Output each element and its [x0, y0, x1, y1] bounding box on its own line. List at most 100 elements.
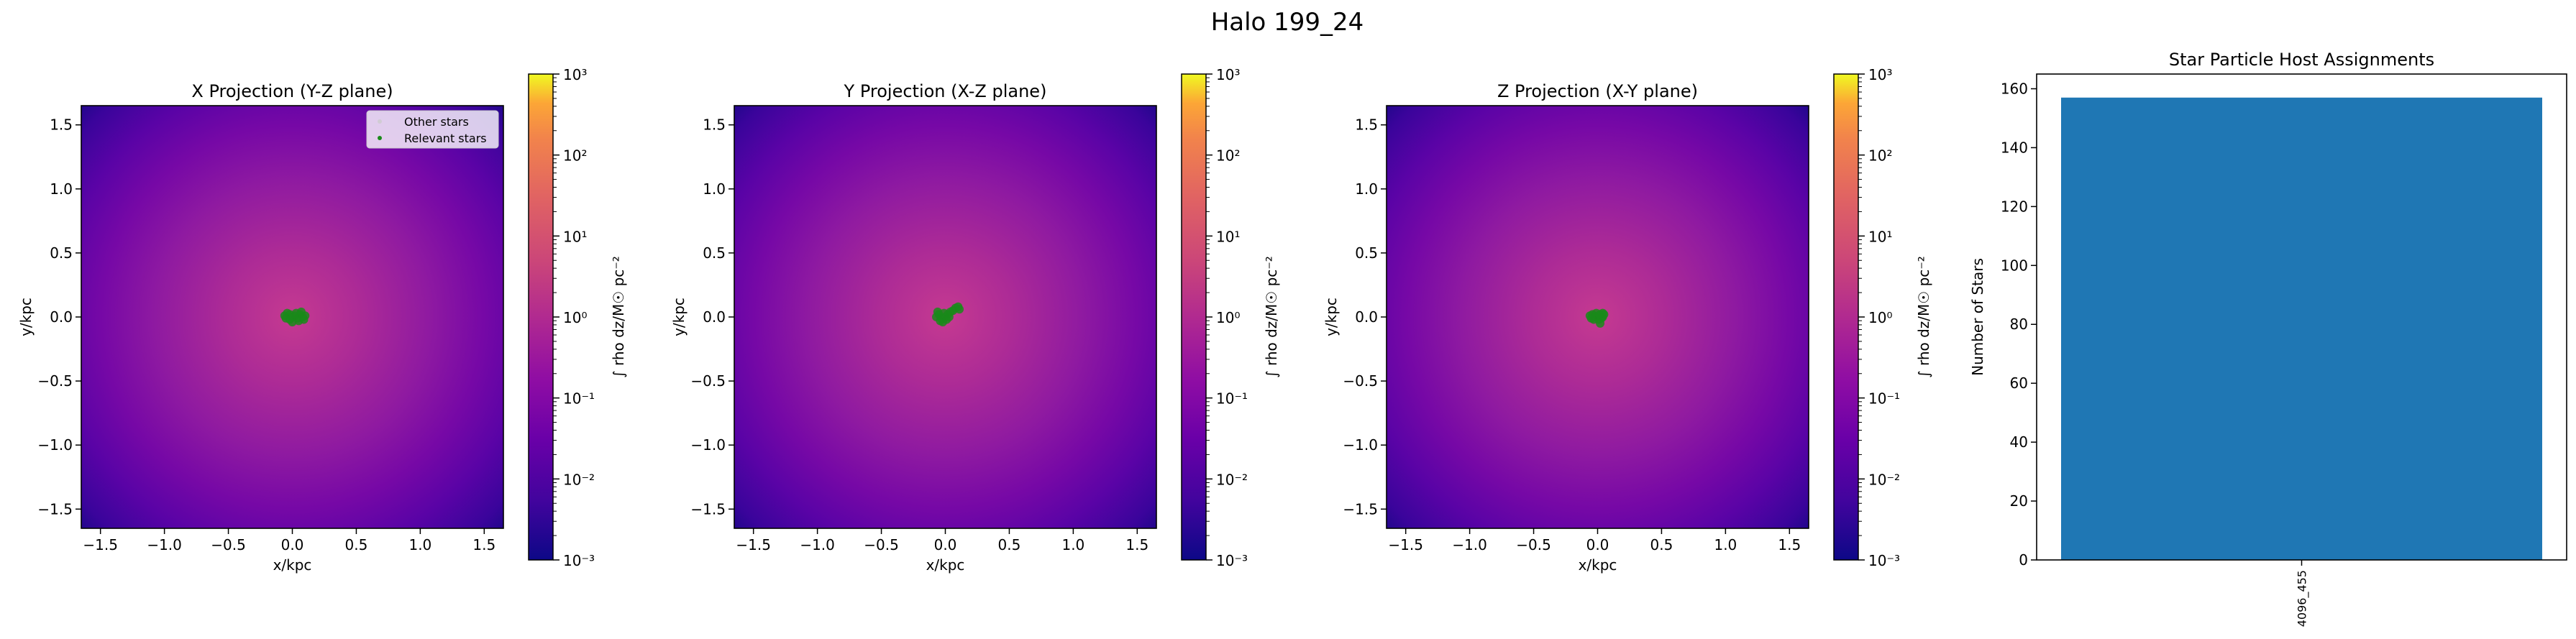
x-tick-label: 1.0: [1714, 536, 1737, 553]
x-tick-label: 1.0: [1061, 536, 1084, 553]
figure-title: Halo 199_24: [1211, 8, 1364, 37]
colorbar-tick-label: 10⁻¹: [1868, 390, 1900, 408]
y-tick-label: 0: [2019, 551, 2028, 569]
colorbar-tick-label: 10¹: [563, 228, 587, 245]
y-tick-label: 1.5: [703, 116, 726, 134]
colorbar-label: ∫ rho dz/M☉ pc⁻²: [610, 256, 627, 378]
x-tick-label: −1.0: [147, 536, 182, 553]
x-tick-label: 0.5: [998, 536, 1021, 553]
star-points: [1585, 308, 1609, 328]
x-tick-label: −1.5: [736, 536, 771, 553]
colorbar-gradient: [529, 74, 553, 560]
y-tick-label: 120: [2001, 198, 2028, 215]
y-tick-label: 1.0: [1355, 180, 1378, 198]
bar: [2061, 97, 2542, 560]
relevant-star-point: [1586, 313, 1596, 323]
y-tick-label: 0.0: [1355, 308, 1378, 326]
y-tick-label: 1.5: [1355, 116, 1378, 134]
panel-title: Star Particle Host Assignments: [2169, 50, 2434, 70]
y-tick-label: 40: [2010, 433, 2028, 451]
legend-marker-relevant: [378, 136, 382, 140]
x-tick-label: 0.0: [934, 536, 957, 553]
y-tick-label: 1.5: [50, 116, 73, 134]
relevant-star-point: [944, 313, 954, 321]
colorbar-tick-label: 10⁰: [1216, 309, 1240, 326]
colorbar: 10⁻³ 10⁻² 10⁻¹ 10⁰ 10¹ 10² 10³ ∫ rho dz/M☉ pc⁻²: [1833, 66, 1932, 569]
colorbar-tick-label: 10⁻²: [1216, 471, 1248, 488]
y-tick-label: 0.0: [50, 308, 73, 326]
panel-title: Z Projection (X-Y plane): [1497, 81, 1698, 101]
x-tick-label: 1.0: [408, 536, 431, 553]
y-tick-label: −1.5: [1343, 500, 1378, 518]
y-axis-label: y/kpc: [17, 298, 35, 336]
x-tick-label: −1.5: [83, 536, 118, 553]
heatmap-panel-3: −1.5 −1.0 −0.5 0.0 0.5 1.0 1.5 −1.5 −1.0 −0.5 0.0 0…: [1323, 66, 1932, 574]
y-tick-label: −0.5: [690, 372, 726, 390]
x-tick-label: 1.5: [1778, 536, 1801, 553]
legend-entry-other: Other stars: [404, 115, 469, 129]
colorbar: 10⁻³ 10⁻² 10⁻¹ 10⁰ 10¹ 10² 10³ ∫ rho dz/M☉ pc⁻²: [528, 66, 627, 569]
colorbar-gradient: [1182, 74, 1206, 560]
colorbar-tick-label: 10⁻³: [1216, 552, 1248, 569]
y-tick-label: 60: [2010, 374, 2028, 392]
y-tick-label: 0.5: [1355, 244, 1378, 262]
colorbar-gradient: [1834, 74, 1858, 560]
relevant-star-point: [933, 307, 942, 316]
y-tick-label: 0.5: [50, 244, 73, 262]
star-points: [932, 302, 964, 327]
panel-title: X Projection (Y-Z plane): [191, 81, 393, 101]
colorbar-label: ∫ rho dz/M☉ pc⁻²: [1263, 256, 1280, 378]
y-tick-label: 140: [2001, 139, 2028, 156]
colorbar-label: ∫ rho dz/M☉ pc⁻²: [1915, 256, 1932, 378]
colorbar-tick-label: 10⁻²: [563, 471, 595, 488]
y-tick-label: 100: [2001, 257, 2028, 274]
colorbar: 10⁻³ 10⁻² 10⁻¹ 10⁰ 10¹ 10² 10³ ∫ rho dz/M☉ pc⁻²: [1181, 66, 1280, 569]
y-tick-label: −1.0: [37, 436, 73, 454]
x-tick-label: 0.5: [345, 536, 368, 553]
colorbar-tick-label: 10³: [1216, 66, 1240, 83]
x-tick-label: 1.5: [1125, 536, 1148, 553]
colorbar-tick-label: 10⁻³: [1868, 552, 1900, 569]
colorbar-tick-label: 10⁰: [1868, 309, 1892, 326]
x-tick-label: −1.0: [1452, 536, 1487, 553]
y-tick-label: −1.0: [690, 436, 726, 454]
colorbar-tick-label: 10⁻²: [1868, 471, 1900, 488]
x-axis-label: x/kpc: [926, 556, 965, 574]
y-tick-label: −0.5: [37, 372, 73, 390]
y-tick-label: 20: [2010, 492, 2028, 510]
colorbar-tick-label: 10³: [563, 66, 587, 83]
y-tick-label: 80: [2010, 316, 2028, 333]
relevant-star-point: [299, 315, 309, 324]
y-tick-label: 0.5: [703, 244, 726, 262]
x-tick-label: 0.5: [1650, 536, 1673, 553]
colorbar-tick-label: 10⁰: [563, 309, 587, 326]
legend-box: [366, 110, 499, 149]
colorbar-tick-label: 10²: [1868, 147, 1892, 165]
y-tick-label: −1.0: [1343, 436, 1378, 454]
relevant-star-point: [296, 307, 306, 316]
y-tick-label: 1.0: [703, 180, 726, 198]
x-tick-label: −0.5: [211, 536, 246, 553]
colorbar-tick-label: 10⁻¹: [1216, 390, 1248, 408]
x-axis-label: x/kpc: [1579, 556, 1617, 574]
relevant-star-point: [1596, 318, 1605, 328]
y-axis-label: Number of Stars: [1969, 258, 1986, 376]
legend-marker-other: [378, 119, 382, 124]
y-tick-label: 0.0: [703, 308, 726, 326]
panel-title: Y Projection (X-Z plane): [844, 81, 1047, 101]
x-axis-label: x/kpc: [273, 556, 312, 574]
axes-frame: [2036, 73, 2567, 561]
y-tick-label: 1.0: [50, 180, 73, 198]
colorbar-tick-label: 10¹: [1216, 228, 1240, 245]
x-tick-label: 1.5: [472, 536, 495, 553]
x-tick-label: −0.5: [1516, 536, 1551, 553]
y-tick-label: −1.5: [37, 500, 73, 518]
heatmap-panel-1: −1.5 −1.0 −0.5 0.0 0.5 1.0 1.5 −1.5 −1.0 −0.5 0.0 0…: [17, 66, 627, 574]
legend: Other stars Relevant stars: [366, 110, 499, 149]
heatmap-panel-2: −1.5 −1.0 −0.5 0.0 0.5 1.0 1.5 −1.5 −1.0 −0.5 0.0 0…: [670, 66, 1280, 574]
relevant-star-point: [955, 305, 964, 314]
y-axis-label: y/kpc: [1323, 298, 1340, 336]
x-tick-label: 4096_455: [2296, 570, 2310, 627]
y-tick-label: 160: [2001, 80, 2028, 97]
